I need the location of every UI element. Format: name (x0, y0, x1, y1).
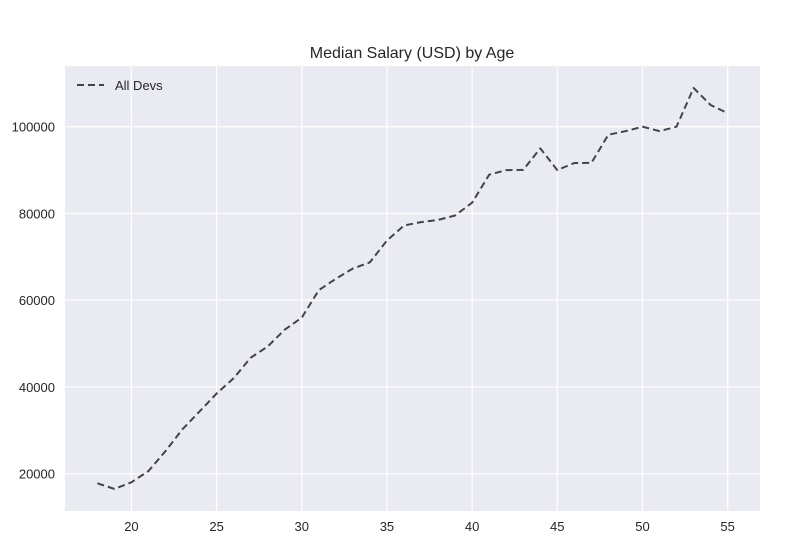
x-tick-label: 35 (380, 519, 394, 534)
y-tick-label: 100000 (12, 120, 55, 135)
x-tick-label: 20 (124, 519, 138, 534)
plot-area (65, 66, 760, 511)
y-tick-label: 80000 (19, 206, 55, 221)
x-tick-label: 55 (720, 519, 734, 534)
legend: All Devs (77, 78, 163, 93)
x-tick-label: 45 (550, 519, 564, 534)
chart-title: Median Salary (USD) by Age (310, 45, 515, 62)
grid-lines (65, 66, 760, 511)
legend-label: All Devs (115, 78, 163, 93)
x-tick-label: 40 (465, 519, 479, 534)
x-tick-label: 50 (635, 519, 649, 534)
series-layer (97, 87, 729, 490)
y-tick-label: 20000 (19, 467, 55, 482)
tick-labels: 20 25 30 35 40 45 50 55 20000 40000 60000 80000 1000… (12, 120, 735, 534)
x-tick-label: 25 (209, 519, 223, 534)
y-tick-label: 60000 (19, 293, 55, 308)
x-tick-label: 30 (295, 519, 309, 534)
series-line-all-devs (97, 87, 729, 490)
y-tick-label: 40000 (19, 380, 55, 395)
